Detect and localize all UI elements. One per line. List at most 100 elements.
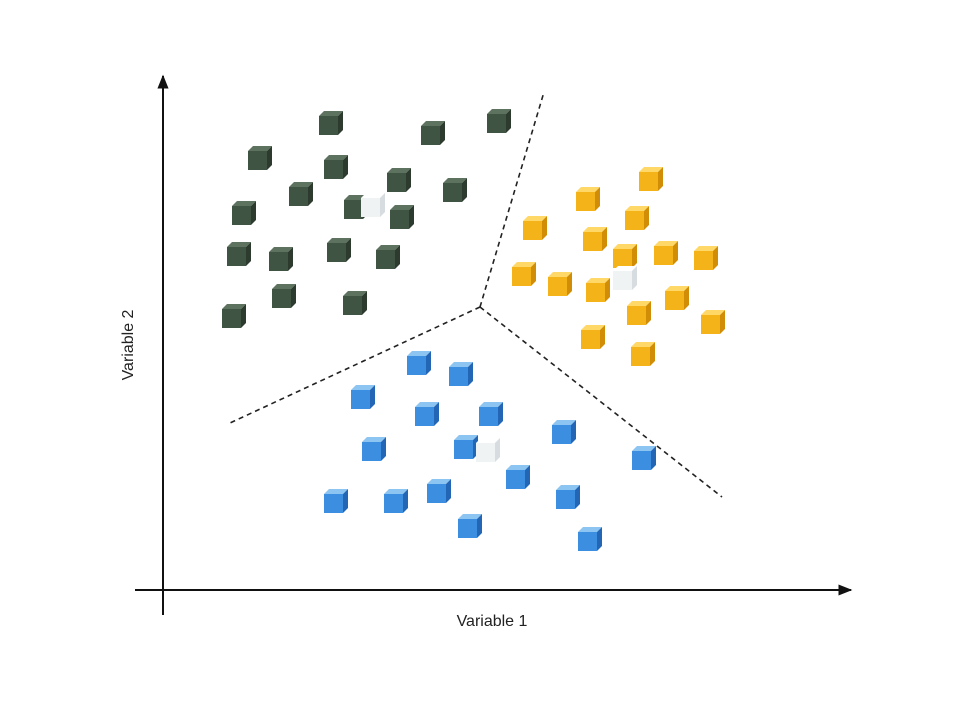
cube-top <box>324 155 348 160</box>
cube-top <box>384 489 408 494</box>
cube-top <box>248 146 272 151</box>
cube-front <box>631 347 650 366</box>
cube-top <box>586 278 610 283</box>
cube-side <box>651 446 656 470</box>
boundary-line <box>229 306 481 424</box>
cube <box>324 489 348 513</box>
cube <box>269 247 293 271</box>
cube <box>631 342 655 366</box>
cube <box>654 241 678 265</box>
cube-front <box>583 232 602 251</box>
cube-top <box>449 362 473 367</box>
cube-side <box>343 155 348 179</box>
cube-front <box>506 470 525 489</box>
cube <box>421 121 445 145</box>
cube-side <box>343 489 348 513</box>
y-axis-label: Variable 2 <box>120 309 137 380</box>
cube-top <box>272 284 296 289</box>
cube <box>479 402 503 426</box>
cube-side <box>291 284 296 308</box>
cube-top <box>548 272 572 277</box>
cube <box>506 465 530 489</box>
cube-front <box>613 249 632 268</box>
cube-side <box>468 362 473 386</box>
cube-side <box>308 182 313 206</box>
cube <box>476 438 500 462</box>
cube-front <box>701 315 720 334</box>
cube-top <box>227 242 251 247</box>
cube-top <box>222 304 246 309</box>
cube-top <box>454 435 478 440</box>
cube-top <box>627 301 651 306</box>
cluster-boundaries <box>229 91 723 498</box>
cube-top <box>654 241 678 246</box>
cube-front <box>632 451 651 470</box>
cube-front <box>390 210 409 229</box>
cube-top <box>631 342 655 347</box>
cube <box>324 155 348 179</box>
cube-side <box>720 310 725 334</box>
cube-top <box>613 244 637 249</box>
cube-front <box>421 126 440 145</box>
cube-side <box>446 479 451 503</box>
cube-top <box>361 193 385 198</box>
cube-side <box>567 272 572 296</box>
cube <box>694 246 718 270</box>
cube-top <box>487 109 511 114</box>
cube-top <box>694 246 718 251</box>
cube <box>627 301 651 325</box>
cube-side <box>267 146 272 170</box>
cube-side <box>571 420 576 444</box>
cube-front <box>556 490 575 509</box>
cube <box>384 489 408 513</box>
cube-top <box>506 465 530 470</box>
cube <box>552 420 576 444</box>
cube-front <box>586 283 605 302</box>
x-axis-label: Variable 1 <box>457 613 528 630</box>
cube <box>458 514 482 538</box>
cubes <box>222 109 725 551</box>
cube-top <box>523 216 547 221</box>
cube-front <box>222 309 241 328</box>
cube <box>632 446 656 470</box>
boundary-line <box>479 306 723 498</box>
cube-top <box>376 245 400 250</box>
cube <box>487 109 511 133</box>
cube-side <box>575 485 580 509</box>
cube-front <box>319 116 338 135</box>
cube-top <box>421 121 445 126</box>
cube-top <box>415 402 439 407</box>
cube-front <box>248 151 267 170</box>
cube-top <box>458 514 482 519</box>
cube-side <box>403 489 408 513</box>
cube <box>449 362 473 386</box>
cube-side <box>251 201 256 225</box>
cube-front <box>454 440 473 459</box>
cube-side <box>380 193 385 217</box>
cube <box>351 385 375 409</box>
cube-top <box>327 238 351 243</box>
cube <box>343 291 367 315</box>
cube-side <box>602 227 607 251</box>
cube-top <box>443 178 467 183</box>
cube-front <box>227 247 246 266</box>
cube-front <box>361 198 380 217</box>
cube-side <box>462 178 467 202</box>
cube-front <box>523 221 542 240</box>
cube <box>586 278 610 302</box>
cube <box>376 245 400 269</box>
cube-side <box>370 385 375 409</box>
cube-top <box>625 206 649 211</box>
cube <box>289 182 313 206</box>
cube-top <box>476 438 500 443</box>
cube <box>613 266 637 290</box>
cube-side <box>632 244 637 268</box>
cube <box>390 205 414 229</box>
cube-top <box>269 247 293 252</box>
cube-side <box>362 291 367 315</box>
cube-top <box>556 485 580 490</box>
cube <box>613 244 637 268</box>
cube-front <box>407 356 426 375</box>
cube <box>639 167 663 191</box>
